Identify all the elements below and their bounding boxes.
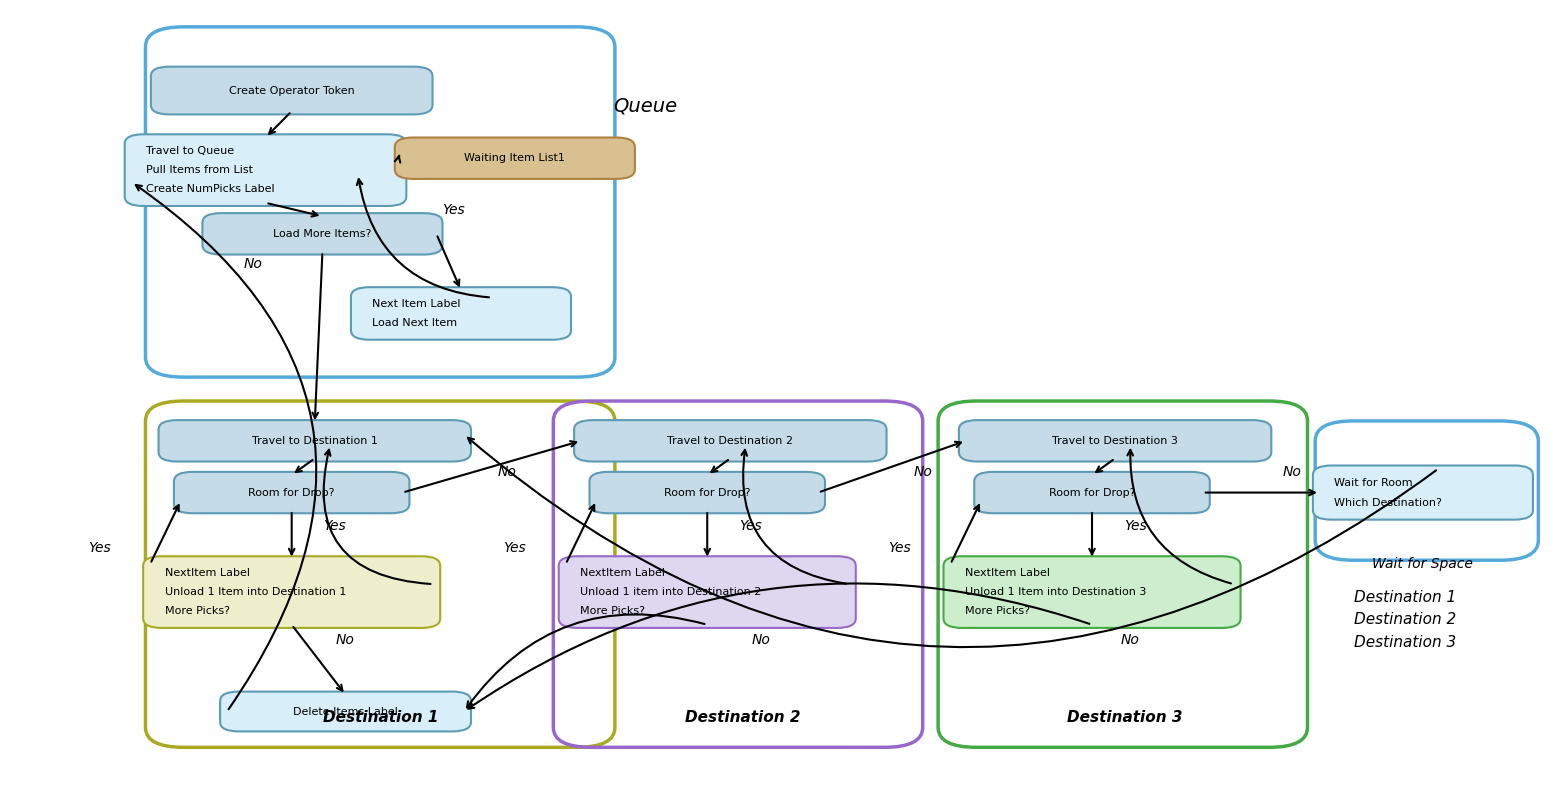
Text: More Picks?: More Picks?	[581, 607, 644, 616]
Text: Destination 2: Destination 2	[1354, 612, 1455, 628]
FancyBboxPatch shape	[944, 556, 1241, 628]
Text: Waiting Item List1: Waiting Item List1	[464, 153, 565, 163]
Text: Room for Drop?: Room for Drop?	[248, 488, 335, 497]
Text: Wait for Space: Wait for Space	[1373, 557, 1474, 571]
Text: Travel to Destination 3: Travel to Destination 3	[1053, 436, 1179, 446]
Text: Create Operator Token: Create Operator Token	[228, 86, 354, 96]
Text: Room for Drop?: Room for Drop?	[1048, 488, 1135, 497]
Text: Unload 1 item into Destination 2: Unload 1 item into Destination 2	[581, 587, 761, 597]
FancyBboxPatch shape	[202, 213, 443, 254]
Text: Yes: Yes	[888, 541, 912, 556]
Text: Pull Items from List: Pull Items from List	[146, 165, 253, 175]
FancyBboxPatch shape	[143, 556, 439, 628]
Text: Unload 1 Item into Destination 1: Unload 1 Item into Destination 1	[165, 587, 346, 597]
Text: Yes: Yes	[503, 541, 526, 556]
Text: Yes: Yes	[443, 203, 464, 217]
Text: Room for Drop?: Room for Drop?	[665, 488, 750, 497]
Text: Queue: Queue	[613, 97, 677, 116]
Text: NextItem Label: NextItem Label	[165, 568, 250, 578]
Text: Destination 1: Destination 1	[1354, 590, 1455, 605]
FancyBboxPatch shape	[559, 556, 856, 628]
Text: Delete Items Label: Delete Items Label	[294, 706, 398, 717]
Text: Destination 3: Destination 3	[1067, 710, 1182, 726]
Text: No: No	[1283, 465, 1301, 479]
FancyBboxPatch shape	[124, 134, 407, 206]
Text: No: No	[497, 465, 517, 479]
Text: Destination 2: Destination 2	[685, 710, 800, 726]
Text: NextItem Label: NextItem Label	[581, 568, 665, 578]
FancyBboxPatch shape	[958, 420, 1272, 462]
Text: Wait for Room: Wait for Room	[1334, 478, 1413, 488]
Text: Which Destination?: Which Destination?	[1334, 497, 1443, 508]
Text: Load More Items?: Load More Items?	[273, 229, 371, 239]
Text: Yes: Yes	[89, 541, 110, 556]
FancyBboxPatch shape	[590, 472, 825, 514]
FancyBboxPatch shape	[394, 138, 635, 179]
Text: Destination 1: Destination 1	[323, 710, 438, 726]
Text: Create NumPicks Label: Create NumPicks Label	[146, 185, 275, 194]
Text: NextItem Label: NextItem Label	[964, 568, 1050, 578]
Text: Yes: Yes	[1124, 519, 1146, 533]
Text: Next Item Label: Next Item Label	[373, 299, 461, 309]
FancyBboxPatch shape	[151, 66, 432, 114]
Text: No: No	[335, 633, 356, 647]
FancyBboxPatch shape	[221, 692, 471, 731]
FancyBboxPatch shape	[575, 420, 887, 462]
Text: Travel to Destination 2: Travel to Destination 2	[668, 436, 794, 446]
Text: More Picks?: More Picks?	[964, 607, 1030, 616]
FancyBboxPatch shape	[974, 472, 1210, 514]
Text: More Picks?: More Picks?	[165, 607, 230, 616]
Text: Yes: Yes	[739, 519, 761, 533]
FancyBboxPatch shape	[1312, 466, 1533, 520]
Text: Travel to Queue: Travel to Queue	[146, 146, 235, 156]
Text: Load Next Item: Load Next Item	[373, 318, 458, 328]
Text: No: No	[913, 465, 932, 479]
Text: Travel to Destination 1: Travel to Destination 1	[252, 436, 377, 446]
Text: Destination 3: Destination 3	[1354, 635, 1455, 650]
FancyBboxPatch shape	[158, 420, 471, 462]
Text: No: No	[244, 257, 262, 271]
FancyBboxPatch shape	[351, 288, 572, 339]
Text: No: No	[1121, 633, 1140, 647]
FancyBboxPatch shape	[174, 472, 410, 514]
Text: Yes: Yes	[323, 519, 346, 533]
Text: No: No	[752, 633, 770, 647]
Text: Unload 1 Item into Destination 3: Unload 1 Item into Destination 3	[964, 587, 1146, 597]
